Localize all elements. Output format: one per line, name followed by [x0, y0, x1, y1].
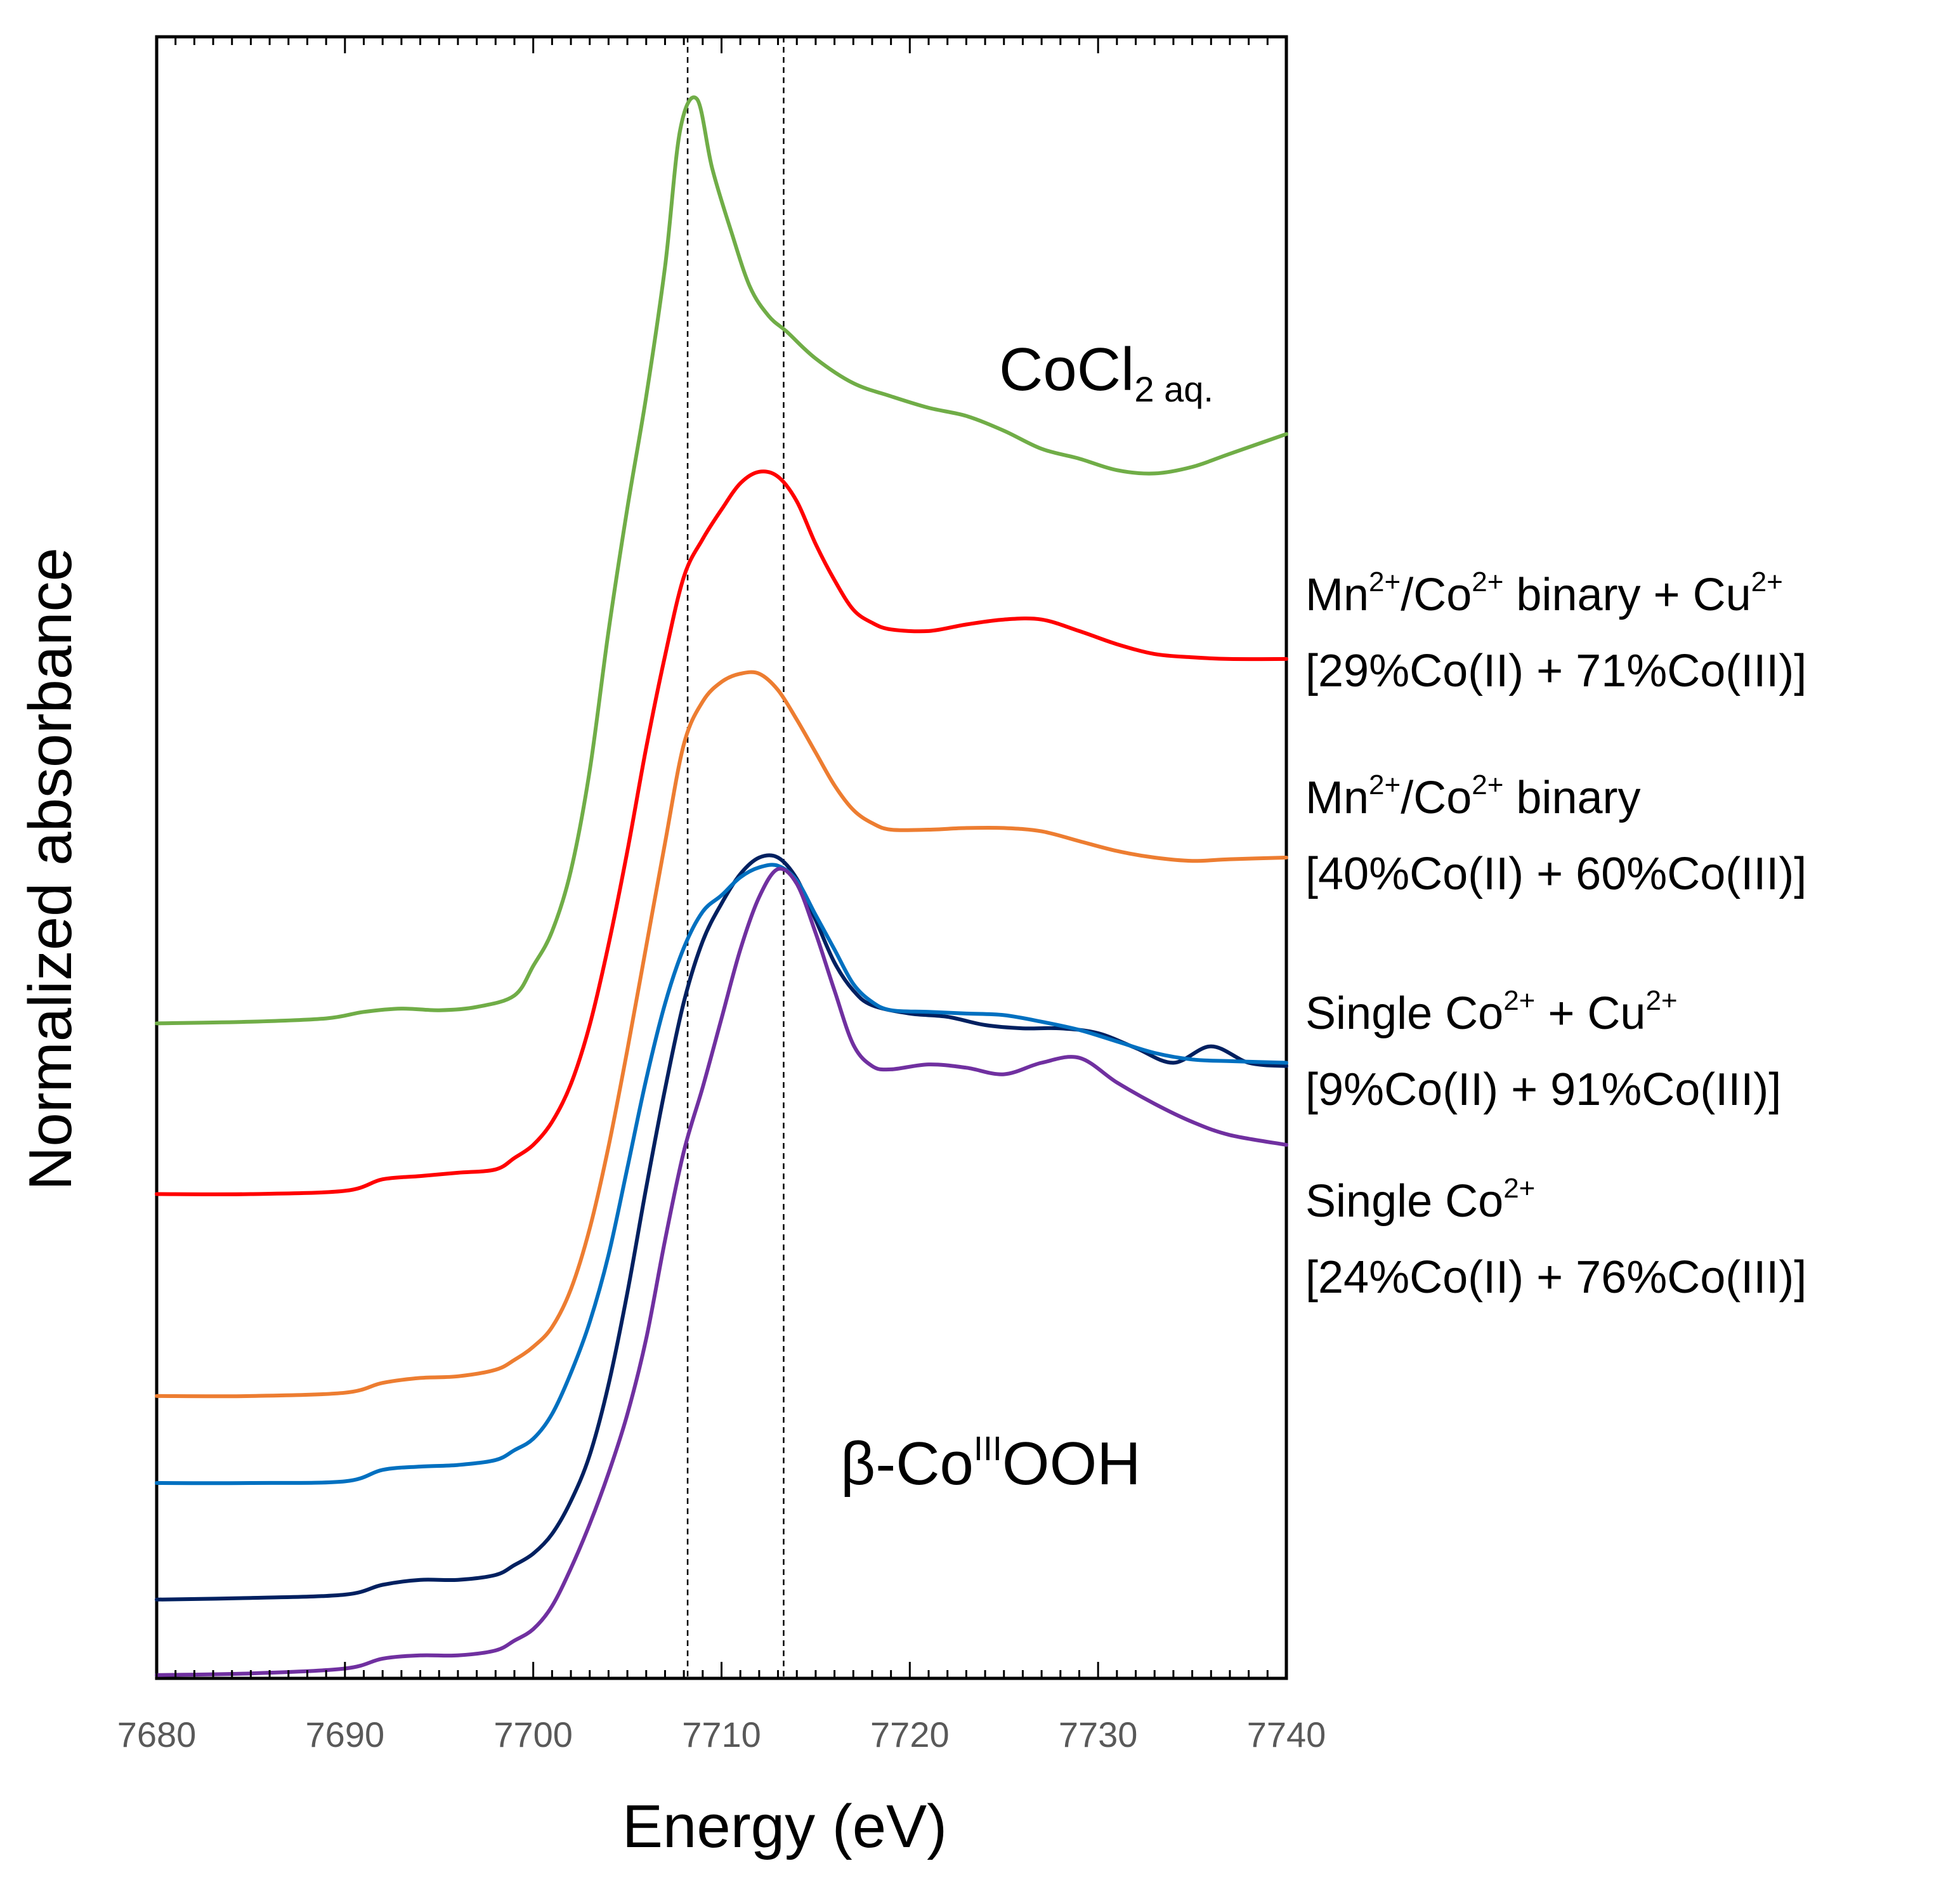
series-lines	[155, 95, 1288, 1677]
series-subtitle-mn-co-cu: [29%Co(II) + 71%Co(III)]	[1305, 646, 1806, 696]
y-axis-title: Normalized absorbance	[16, 547, 84, 1191]
plot-area	[155, 35, 1288, 1680]
series-subtitle-single-co-cu: [9%Co(II) + 91%Co(III)]	[1305, 1064, 1781, 1115]
series-label-single-co-cu: Single Co2+ + Cu2+	[1305, 985, 1678, 1039]
series-line-1	[155, 469, 1288, 1196]
x-tick-label: 7680	[117, 1715, 197, 1754]
series-line-2	[155, 670, 1288, 1399]
series-subtitle-mn-co: [40%Co(II) + 60%Co(III)]	[1305, 849, 1806, 899]
series-label-mn-co: Mn2+/Co2+ binary	[1305, 769, 1641, 823]
series-line-3	[155, 853, 1288, 1602]
series-label-cocl2: CoCl2 aq.	[999, 336, 1213, 409]
x-tick-label: 7740	[1247, 1715, 1326, 1754]
x-tick-label: 7720	[870, 1715, 950, 1754]
x-axis-title: Energy (eV)	[622, 1793, 947, 1860]
axis-ticks: 7680 7690 7700 7710 7720 7730 7740	[117, 37, 1326, 1754]
series-subtitle-single-co: [24%Co(II) + 76%Co(III)]	[1305, 1252, 1806, 1303]
series-line-0	[155, 95, 1288, 1026]
x-tick-label: 7690	[306, 1715, 385, 1754]
series-label-cooh: β-CoIIIOOH	[840, 1430, 1141, 1498]
series-label-single-co: Single Co2+	[1305, 1173, 1535, 1227]
series-line-4	[155, 863, 1288, 1486]
x-tick-label: 7700	[493, 1715, 573, 1754]
series-line-5	[155, 866, 1288, 1677]
series-label-mn-co-cu: Mn2+/Co2+ binary + Cu2+	[1305, 566, 1783, 620]
x-tick-label: 7730	[1059, 1715, 1138, 1754]
x-tick-label: 7710	[682, 1715, 761, 1754]
